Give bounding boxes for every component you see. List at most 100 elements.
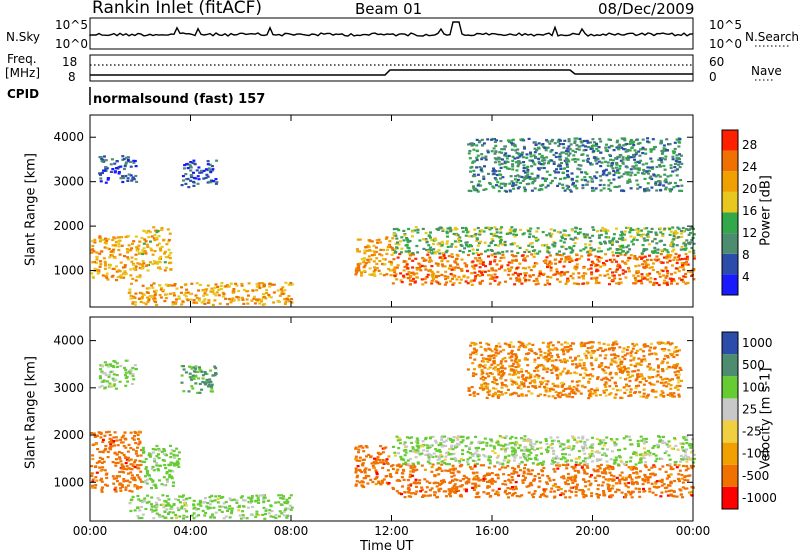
- power-cell: [494, 178, 498, 181]
- velocity-cell: [104, 473, 108, 476]
- power-cell: [119, 165, 123, 168]
- power-cell: [109, 163, 113, 166]
- power-cell: [584, 243, 588, 246]
- power-cell: [470, 144, 474, 147]
- power-cell: [103, 155, 106, 158]
- power-region: [98, 155, 139, 184]
- velocity-cell: [374, 483, 378, 486]
- power-cell: [594, 159, 598, 162]
- power-cell: [536, 174, 540, 177]
- power-cell: [680, 257, 684, 261]
- power-cell: [648, 254, 651, 257]
- power-colorbar-segment: [722, 191, 738, 213]
- power-cell: [123, 255, 126, 258]
- velocity-cell: [541, 474, 545, 477]
- velocity-cell: [521, 474, 525, 477]
- power-cell: [472, 279, 476, 282]
- power-cell: [567, 154, 571, 157]
- velocity-cell: [151, 448, 155, 451]
- velocity-cell: [126, 450, 130, 453]
- velocity-cell: [449, 488, 453, 491]
- velocity-cell: [111, 475, 115, 478]
- velocity-cell: [408, 436, 412, 440]
- velocity-cell: [397, 437, 401, 440]
- power-cell: [593, 175, 597, 178]
- velocity-cell: [692, 457, 696, 460]
- velocity-cell: [573, 438, 577, 441]
- velocity-cell: [493, 480, 497, 483]
- power-cell: [494, 144, 498, 147]
- power-ytick-label: 1000: [53, 264, 84, 278]
- power-cell: [558, 158, 562, 161]
- power-cell: [545, 256, 549, 259]
- power-cell: [391, 237, 395, 240]
- power-cell: [415, 276, 419, 279]
- velocity-cell: [455, 488, 459, 491]
- velocity-cell: [382, 478, 386, 481]
- power-cell: [142, 242, 146, 245]
- velocity-cell: [643, 475, 647, 478]
- velocity-cell: [573, 466, 577, 469]
- velocity-cell: [433, 494, 437, 497]
- velocity-cell: [173, 456, 176, 459]
- velocity-region: [354, 445, 393, 489]
- velocity-cell: [124, 479, 128, 483]
- power-cell: [636, 270, 640, 273]
- velocity-cell: [459, 493, 463, 496]
- velocity-cell: [573, 478, 577, 481]
- power-cell: [372, 273, 376, 276]
- velocity-cell: [182, 501, 186, 505]
- power-cell: [132, 159, 136, 162]
- velocity-cell: [196, 507, 200, 511]
- velocity-cell: [497, 487, 501, 490]
- velocity-cell: [120, 463, 124, 466]
- velocity-cell: [210, 383, 214, 386]
- power-cell: [379, 241, 383, 244]
- velocity-cell: [602, 476, 606, 479]
- power-cell: [405, 263, 409, 266]
- power-cell: [640, 235, 643, 238]
- power-colorbar-segment: [722, 274, 738, 295]
- power-cell: [205, 173, 209, 176]
- power-cell: [605, 259, 609, 262]
- velocity-cell: [166, 502, 170, 505]
- velocity-cell: [179, 501, 182, 504]
- velocity-cell: [210, 385, 214, 388]
- velocity-cell: [653, 465, 657, 468]
- power-cell: [141, 249, 145, 252]
- power-cell: [493, 252, 497, 255]
- velocity-cell: [257, 499, 260, 502]
- velocity-cell: [389, 474, 392, 477]
- velocity-cell: [524, 476, 527, 479]
- velocity-cell: [606, 448, 609, 451]
- velocity-cell: [581, 492, 585, 495]
- velocity-cell: [631, 490, 635, 493]
- velocity-cell: [538, 480, 542, 483]
- power-cell: [153, 250, 157, 253]
- velocity-cell: [165, 471, 169, 474]
- power-cell: [428, 260, 431, 263]
- power-cell: [633, 276, 637, 280]
- velocity-cell: [463, 488, 467, 491]
- power-cell: [521, 267, 525, 270]
- velocity-cell: [399, 455, 403, 458]
- velocity-cell: [218, 505, 222, 508]
- power-cell: [260, 300, 263, 303]
- velocity-cell: [560, 476, 564, 479]
- power-cell: [558, 231, 562, 234]
- velocity-cell: [643, 479, 647, 482]
- velocity-cell: [250, 499, 254, 502]
- velocity-cell: [162, 448, 166, 451]
- power-cell: [692, 233, 696, 236]
- velocity-cell: [180, 381, 184, 384]
- velocity-cell: [628, 438, 632, 441]
- power-cell: [471, 252, 475, 255]
- velocity-cell: [209, 369, 213, 372]
- power-cell: [652, 146, 656, 149]
- velocity-cell: [241, 499, 245, 502]
- power-cell: [478, 282, 482, 285]
- power-cell: [395, 227, 399, 230]
- power-cell: [472, 169, 476, 172]
- power-cell: [529, 227, 533, 230]
- velocity-cell: [581, 478, 585, 481]
